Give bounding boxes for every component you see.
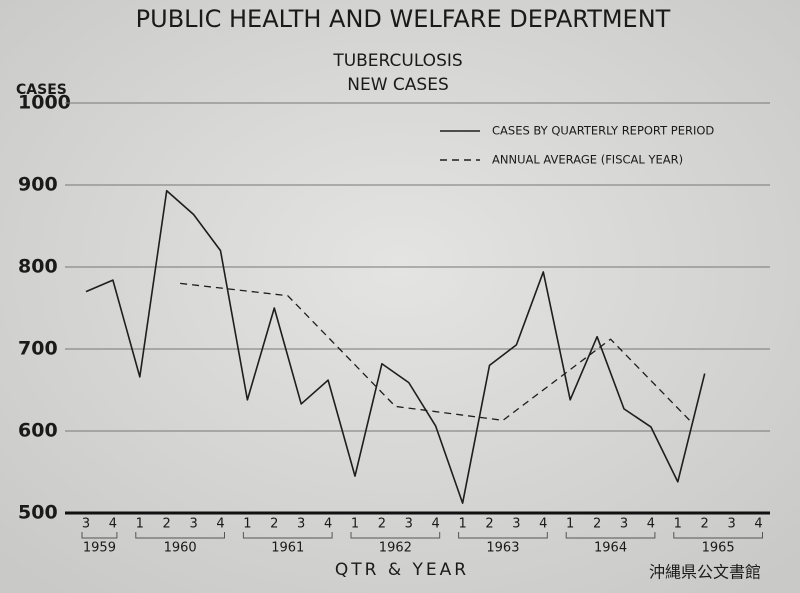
y-tick-label: 600: [18, 420, 58, 442]
x-tick-label: 2: [163, 517, 171, 532]
y-tick-label: 900: [18, 174, 58, 196]
year-bracket: [135, 532, 225, 539]
x-tick-label: 4: [432, 517, 440, 532]
x-tick-label: 3: [512, 517, 520, 532]
year-label: 1962: [379, 541, 412, 556]
year-label: 1960: [164, 541, 197, 556]
x-tick-label: 2: [593, 517, 601, 532]
x-tick-label: 3: [727, 517, 735, 532]
x-tick-label: 2: [270, 517, 278, 532]
x-tick-label: 4: [109, 517, 117, 532]
x-tick-label: 2: [701, 517, 709, 532]
x-tick-label: 1: [566, 517, 574, 532]
x-tick-label: 1: [351, 517, 359, 532]
x-tick-label: 4: [647, 517, 655, 532]
watermark: 沖縄県公文書館: [649, 563, 761, 582]
legend-label: CASES BY QUARTERLY REPORT PERIOD: [492, 124, 714, 138]
x-tick-label: 4: [754, 517, 762, 532]
year-label: 1964: [594, 541, 627, 556]
x-tick-label: 3: [620, 517, 628, 532]
series-line: [180, 282, 692, 423]
x-tick-label: 3: [189, 517, 197, 532]
x-tick-label: 4: [324, 517, 332, 532]
y-tick-label: 800: [18, 256, 58, 278]
year-bracket: [458, 532, 548, 539]
y-tick-label: 700: [18, 338, 58, 360]
x-tick-label: 1: [136, 517, 144, 532]
x-tick-label: 1: [458, 517, 466, 532]
chart-subtitle: NEW CASES: [347, 75, 449, 95]
x-tick-label: 1: [243, 517, 251, 532]
x-axis-label: QTR & YEAR: [335, 560, 469, 580]
year-label: 1965: [702, 541, 735, 556]
y-axis-label: CASES: [16, 82, 67, 98]
year-label: 1961: [271, 541, 304, 556]
year-bracket: [565, 532, 656, 539]
legend-label: ANNUAL AVERAGE (FISCAL YEAR): [492, 153, 683, 167]
chart-subtitle: TUBERCULOSIS: [332, 51, 462, 71]
y-tick-label: 500: [18, 502, 58, 524]
series-line: [85, 189, 706, 504]
x-tick-label: 2: [485, 517, 493, 532]
x-tick-label: 3: [405, 517, 413, 532]
year-bracket: [350, 532, 441, 539]
x-tick-label: 3: [82, 517, 90, 532]
year-bracket: [81, 532, 118, 539]
x-tick-label: 3: [297, 517, 305, 532]
year-bracket: [242, 532, 333, 539]
year-label: 1959: [83, 541, 116, 556]
x-tick-label: 4: [539, 517, 547, 532]
y-tick-label: 1000: [18, 92, 71, 114]
x-tick-label: 2: [378, 517, 386, 532]
x-tick-label: 4: [216, 517, 224, 532]
chart-title: PUBLIC HEALTH AND WELFARE DEPARTMENT: [136, 5, 671, 33]
year-label: 1963: [486, 541, 519, 556]
x-tick-label: 1: [674, 517, 682, 532]
year-bracket: [673, 532, 763, 539]
